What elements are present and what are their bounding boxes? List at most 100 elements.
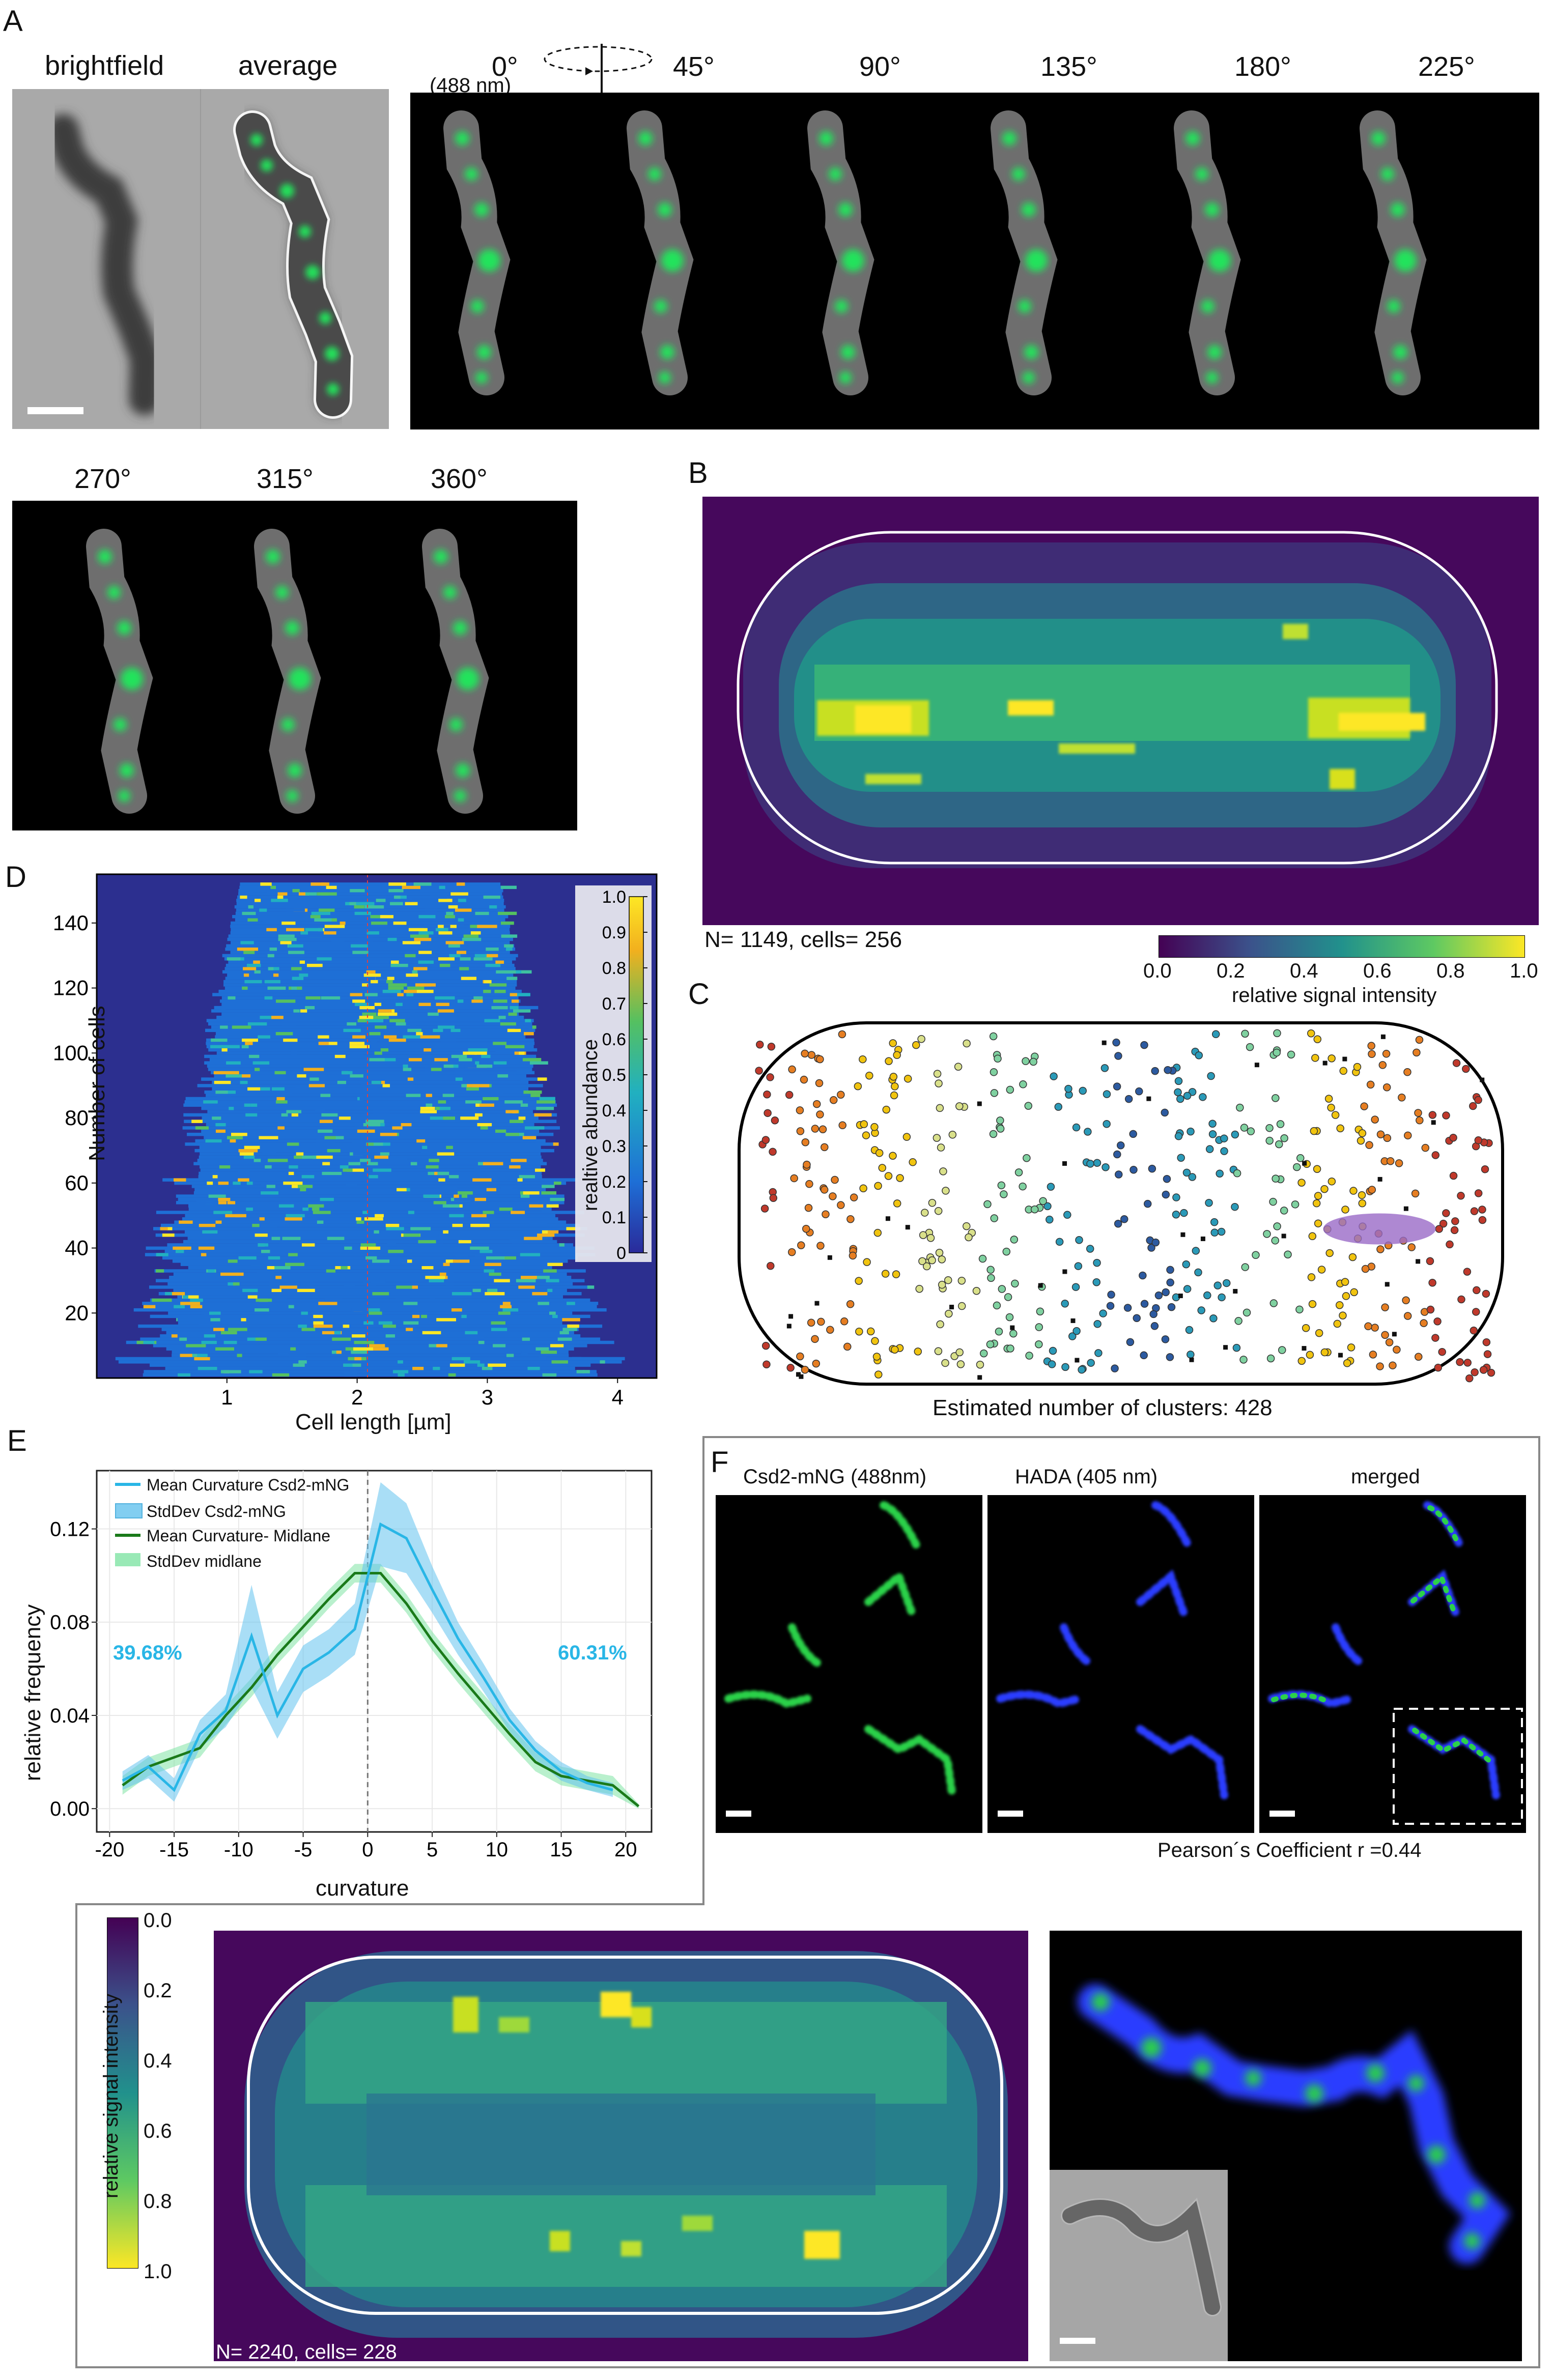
d-row-seg [250,1263,267,1266]
d-row-seg [511,999,519,1003]
d-row-seg [454,1068,464,1071]
d-row-seg [313,1314,323,1318]
d-row-seg [455,908,472,912]
noise-point [905,1225,910,1230]
cluster-point [1335,1301,1344,1309]
cluster-point [815,1079,824,1087]
d-row [184,1230,556,1234]
d-row-seg [529,1025,537,1029]
d-row-seg [495,1048,513,1052]
d-row-seg [255,1337,267,1341]
rotation-strip-2 [12,501,577,830]
channel-1-image [716,1495,982,1833]
cluster-point [1368,1186,1376,1194]
d-row-seg [438,1233,445,1237]
d-row-seg [197,1366,217,1370]
d-row [177,1295,563,1299]
cluster-point [1263,1230,1271,1238]
cluster-point [1358,1129,1367,1137]
cluster-point [928,1199,937,1207]
channel-2-image [987,1495,1254,1833]
d-row-seg [255,1233,268,1237]
cluster-point [1478,1206,1486,1214]
cluster-point [1000,1190,1008,1198]
d-row-seg [402,941,421,944]
d-row-seg [381,885,393,890]
d-row-seg [398,1360,403,1364]
d-row [166,1331,574,1335]
d-row [207,1110,533,1113]
d-row-seg [293,1363,305,1367]
d-row-seg [566,1227,580,1230]
cluster-point [955,1102,964,1110]
d-row-seg [318,1042,329,1045]
d-row-seg [483,989,491,993]
d-row-seg [243,951,255,954]
e-ytick-label: 0.12 [50,1518,90,1541]
d-row-seg [431,963,445,967]
d-row-seg [518,1006,539,1010]
d-row-seg [332,1337,351,1341]
d-row-seg [300,1188,306,1192]
d-row-seg [324,1298,343,1302]
cluster-point [1114,1170,1123,1179]
d-row-seg [375,1214,384,1218]
cluster-point [1151,1067,1159,1075]
cluster-point [1148,1164,1156,1173]
d-row-seg [254,970,261,974]
d-row-seg [314,918,332,922]
d-row-seg [487,1288,498,1293]
cluster-point [761,1341,770,1350]
cluster-point [926,1234,935,1242]
d-row-seg [261,1191,276,1195]
d-row-seg [255,899,261,902]
cluster-point [1382,1050,1391,1058]
d-row-seg [365,1249,375,1253]
cluster-point [838,1030,846,1039]
legend-midline-mean: Mean Curvature- Midlane [147,1527,331,1545]
cluster-point [1341,1278,1349,1286]
d-row-seg [267,1266,275,1270]
d-row-seg [243,1178,249,1182]
d-row-seg [436,928,448,932]
cluster-point [874,1182,882,1190]
d-row-seg [513,1009,531,1013]
d-row-seg [211,1120,230,1123]
d-row-seg [496,983,507,987]
d-row-seg [286,928,304,932]
d-row-seg [343,1028,361,1033]
d-row-seg [477,925,497,928]
d-row-seg [448,905,458,909]
d-row-seg [495,1129,506,1133]
d-row-seg [240,941,254,944]
d-row-seg [380,915,393,919]
d-row-seg [274,1071,286,1075]
d-row-seg [209,1175,218,1179]
d-row-seg [291,986,297,990]
d-row-seg [516,1071,535,1075]
cluster-point [1183,1092,1192,1100]
d-row-seg [392,1370,409,1373]
d-row-seg [386,1227,404,1230]
d-row-seg [259,1136,278,1139]
cluster-point [816,1242,825,1250]
d-row-seg [510,993,518,996]
d-row-seg [521,1276,537,1279]
d-row-seg [539,1357,547,1361]
noise-point [786,1324,792,1329]
cluster-point [993,1301,1001,1310]
d-row-seg [552,1314,558,1318]
cluster-point [1358,1191,1366,1199]
d-row-seg [300,1282,314,1286]
cluster-point [1269,1299,1278,1307]
noise-point [1480,1077,1485,1082]
cluster-point [1150,1322,1159,1330]
d-row-seg [253,1159,261,1162]
d-row-seg [426,1103,433,1107]
cluster-point [1470,1207,1479,1215]
cluster-point [1183,1285,1192,1293]
cluster-point [1130,1165,1138,1174]
cluster-point [915,1284,923,1293]
d-row [219,999,521,1003]
d-row-seg [220,1272,239,1276]
